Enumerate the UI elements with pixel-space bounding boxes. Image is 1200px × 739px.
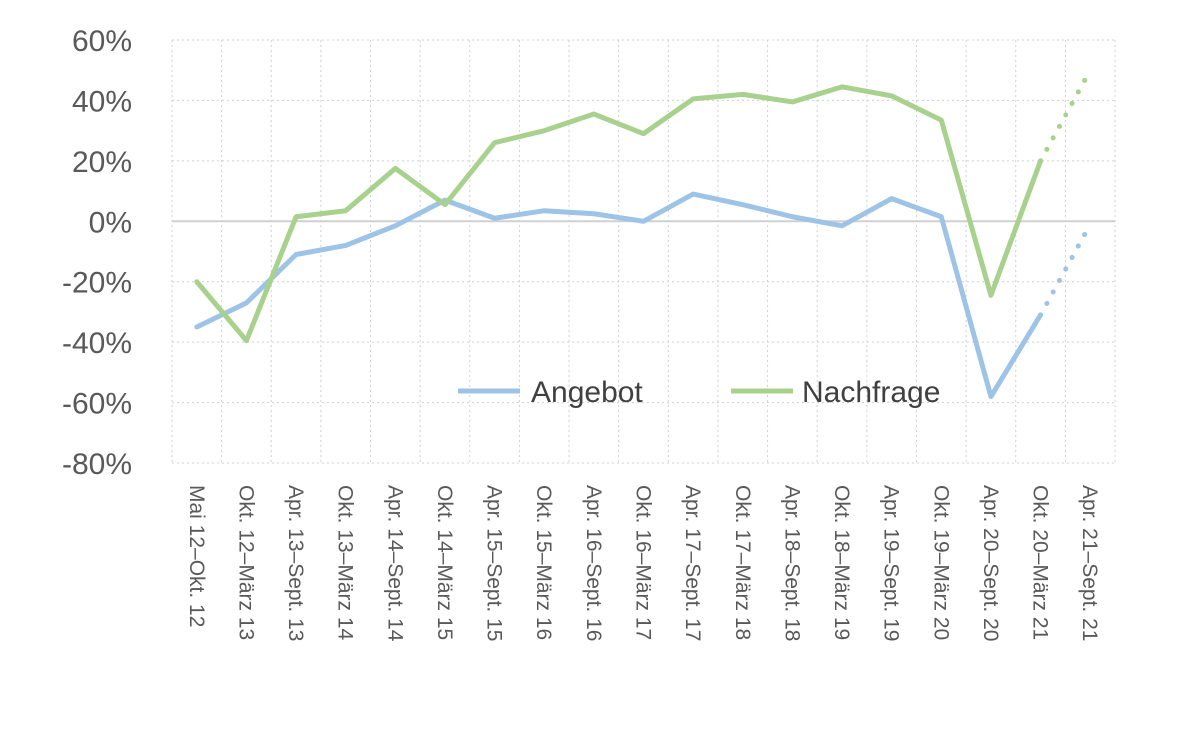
x-tick-label: Okt. 20–März 21 — [1029, 485, 1052, 640]
series-forecast-line-angebot — [1038, 221, 1093, 318]
y-tick-label: -20% — [62, 267, 132, 300]
x-tick-label: Apr. 21–Sept. 21 — [1078, 485, 1101, 641]
y-tick-label: -80% — [62, 448, 132, 481]
x-tick-label: Mai 12–Okt. 12 — [185, 485, 208, 627]
x-tick-label: Okt. 16–März 17 — [632, 485, 655, 640]
x-tick-label: Okt. 18–März 19 — [830, 485, 853, 640]
x-tick-label: Okt. 19–März 20 — [929, 485, 952, 640]
x-tick-label: Okt. 17–März 18 — [731, 485, 754, 640]
y-tick-label: 0% — [89, 206, 132, 239]
y-tick-label: 40% — [72, 85, 132, 118]
y-axis-ticks: 60% 40% 20% 0% -20% -40% -60% -80% — [62, 25, 132, 481]
x-tick-label: Apr. 13–Sept. 13 — [284, 485, 307, 641]
x-tick-label: Apr. 18–Sept. 18 — [780, 485, 803, 641]
x-tick-label: Okt. 15–März 16 — [532, 485, 555, 640]
x-tick-label: Okt. 14–März 15 — [433, 485, 456, 640]
x-tick-label: Apr. 16–Sept. 16 — [582, 485, 605, 641]
x-tick-label: Apr. 19–Sept. 19 — [880, 485, 903, 641]
x-tick-label: Apr. 20–Sept. 20 — [979, 485, 1002, 641]
legend-label: Nachfrage — [802, 376, 940, 409]
legend: Angebot Nachfrage — [458, 376, 940, 409]
y-tick-label: -60% — [62, 388, 132, 421]
y-tick-label: -40% — [62, 327, 132, 360]
series-line-nachfrage — [194, 84, 1044, 344]
x-tick-label: Apr. 15–Sept. 15 — [483, 485, 506, 641]
x-tick-label: Okt. 12–März 13 — [234, 485, 257, 640]
grid-layer — [171, 39, 1116, 464]
x-axis-ticks: Mai 12–Okt. 12 Okt. 12–März 13 Apr. 13–Sep… — [185, 485, 1101, 642]
series-layer — [194, 67, 1093, 400]
y-tick-label: 20% — [72, 146, 132, 179]
series-line-angebot — [194, 191, 1044, 400]
x-tick-label: Okt. 13–März 14 — [334, 485, 357, 641]
legend-label: Angebot — [531, 376, 643, 409]
x-tick-label: Apr. 17–Sept. 17 — [681, 485, 704, 641]
x-tick-label: Apr. 14–Sept. 14 — [383, 485, 406, 642]
y-tick-label: 60% — [72, 25, 132, 58]
series-forecast-line-nachfrage — [1038, 67, 1093, 164]
